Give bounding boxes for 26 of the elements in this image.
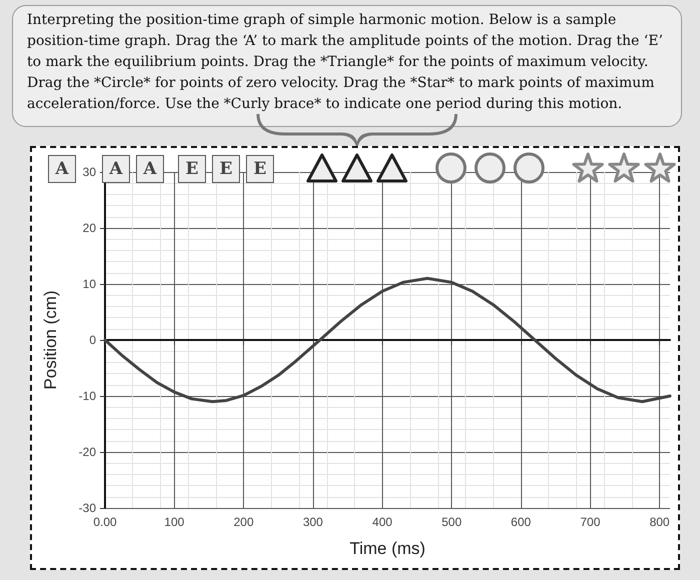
x-tick-label: 600: [510, 515, 532, 529]
x-tick-label: 800: [650, 515, 670, 529]
text: Interpreting the position-time graph of simple harmonic motion. Below is a sample position-time graph. Drag the ‘A’ to mark the amplitude points of the motion. Drag the ‘E’ to mark the equilibrium points. Drag the *Triangle* for the points of maximum velocity. Drag the *Circle* for points of zero velocity. Drag the *Star* to mark points of maximum acceleration/force. Use the *Curly brace* to indicate one period during this motion.: [12, 5, 682, 127]
x-tick-label: 0.00: [93, 515, 117, 529]
text: A: [48, 155, 76, 183]
x-tick-label: 500: [442, 515, 462, 529]
x-tick-label: 400: [372, 515, 393, 529]
y-axis-title: Position (cm): [41, 290, 60, 390]
y-tick-label: 30: [82, 165, 96, 179]
annotation: A: [102, 155, 130, 183]
annotation: E: [178, 155, 206, 183]
annotation: E: [246, 155, 274, 183]
y-tick-label: -20: [78, 445, 96, 459]
x-axis-title: Time (ms): [350, 539, 426, 558]
x-tick-label: 300: [302, 515, 324, 529]
x-tick-label: 100: [164, 515, 185, 529]
annotation: E: [212, 155, 240, 183]
y-tick-label: -10: [78, 389, 96, 403]
y-tick-label: 20: [82, 221, 96, 235]
y-tick-label: 0: [89, 333, 96, 347]
line-series: [104, 276, 672, 404]
annotation: A: [136, 155, 164, 183]
y-tick-label: -30: [78, 501, 96, 515]
x-tick-label: 200: [234, 515, 254, 529]
y-tick-label: 10: [82, 277, 96, 291]
x-tick-label: 700: [580, 515, 601, 529]
